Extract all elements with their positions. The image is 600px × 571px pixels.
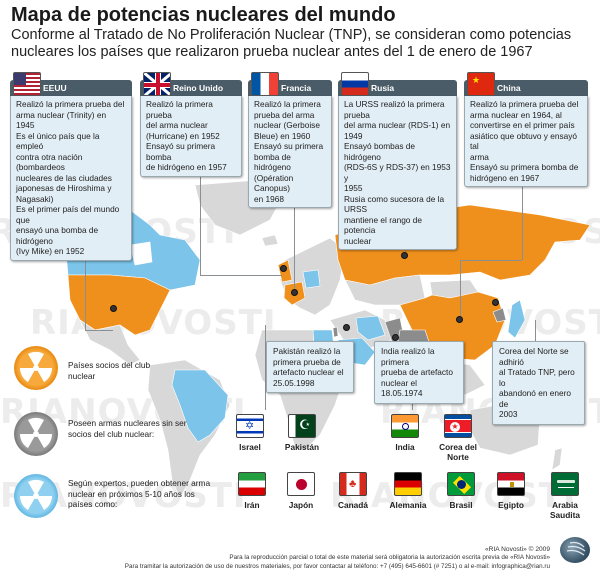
israel-marker	[343, 324, 350, 331]
legend-potential: Según expertos, pueden obtener arma nucle…	[68, 478, 211, 509]
israel	[332, 326, 339, 338]
leader-line-nk	[535, 320, 536, 342]
brazil-flag-icon	[447, 472, 475, 496]
saudi-arabia-flag-icon	[551, 472, 579, 496]
card-uk-body: Realizó la primera prueba del arma nuclea…	[140, 96, 242, 177]
radiation-gray-icon	[14, 412, 58, 456]
leader-line-usa-h	[85, 330, 113, 331]
germany	[302, 269, 321, 289]
footer: «RIA Novosti» © 2009 Para la reproducció…	[125, 546, 550, 571]
germany-flag-icon	[394, 472, 422, 496]
flag-canada: ♣ Canadá	[333, 472, 373, 510]
page-subtitle: Conforme al Tratado de No Proliferación …	[11, 27, 572, 60]
flag-north-korea: ★ Corea del Norte	[438, 414, 478, 462]
radiation-orange-icon	[14, 346, 58, 390]
note-north-korea: Corea del Norte se adhirió al Tratado TNP…	[492, 341, 585, 425]
leader-line-pakistan	[265, 325, 266, 410]
world-map	[19, 180, 591, 499]
leader-line-china-v	[460, 260, 461, 320]
radiation-blue-icon	[14, 474, 58, 518]
usa-flag-icon	[13, 72, 41, 96]
card-china: ★ China Realizó la primera prueba del arm…	[464, 72, 588, 187]
card-france: Francia Realizó la primera prueba del arm…	[248, 72, 332, 208]
leader-line-usa	[85, 222, 86, 330]
ria-novosti-logo-icon	[560, 537, 590, 563]
footer-line-2: Para tramitar la autorización de uso de …	[124, 562, 550, 570]
north-korea-marker	[492, 299, 499, 306]
leader-line-uk-h	[200, 275, 282, 276]
flag-saudi-arabia: Arabia Saudita	[545, 472, 585, 520]
pakistan-marker	[392, 334, 399, 341]
card-china-body: Realizó la primera prueba del arma nuclea…	[464, 96, 588, 187]
uk-marker	[280, 265, 287, 272]
north-korea	[492, 307, 507, 323]
card-france-body: Realizó la primera prueba del arma nuclear…	[248, 96, 332, 208]
flag-iran: Irán	[232, 472, 272, 510]
japan	[507, 299, 526, 339]
usa-marker	[110, 305, 117, 312]
copyright: «RIA Novosti» © 2009	[485, 546, 550, 553]
card-usa: EEUU Realizó la primera prueba del arma n…	[10, 72, 132, 261]
legend-non-club-nuclear: Poseen armas nucleares sin ser socios del…	[68, 418, 187, 439]
france-flag-icon	[251, 72, 279, 96]
iran-flag-icon	[238, 472, 266, 496]
north-korea-flag-icon: ★	[444, 414, 472, 438]
card-uk: Reino Unido Realizó la primera prueba del…	[140, 72, 242, 177]
flag-pakistan: ☪ Pakistán	[282, 414, 322, 452]
japan-flag-icon	[287, 472, 315, 496]
france-marker	[291, 289, 298, 296]
iran	[355, 315, 386, 341]
flag-egypt: Egipto	[491, 472, 531, 510]
china-marker	[456, 316, 463, 323]
russia-marker	[401, 252, 408, 259]
page-title: Mapa de potencias nucleares del mundo	[11, 4, 396, 26]
canada-flag-icon: ♣	[339, 472, 367, 496]
card-russia-body: La URSS realizó la primera prueba del arm…	[338, 96, 457, 250]
note-pakistan: Pakistán realizó la primera prueba de arte…	[266, 341, 354, 393]
card-usa-body: Realizó la primera prueba del arma nuclea…	[10, 96, 132, 261]
note-india: India realizó la primera prueba de artefa…	[374, 341, 464, 404]
leader-line-uk	[200, 165, 201, 275]
brazil	[171, 369, 229, 443]
card-china-title: China	[464, 80, 588, 96]
russia-flag-icon	[341, 72, 369, 96]
footer-line-1: Para la reproducción parcial o total de …	[229, 554, 550, 562]
china-flag-icon: ★	[467, 72, 495, 96]
india-flag-icon	[391, 414, 419, 438]
flag-brazil: Brasil	[441, 472, 481, 510]
israel-flag-icon: ✡	[236, 414, 264, 438]
usa	[67, 274, 171, 336]
flag-israel: ✡ Israel	[230, 414, 270, 452]
legend-club-members: Países socios del club nuclear	[68, 360, 151, 381]
leader-line-china	[522, 180, 523, 260]
uk-flag-icon	[143, 72, 171, 96]
leader-line-china-h	[460, 260, 522, 261]
card-russia: Rusia La URSS realizó la primera prueba d…	[338, 72, 457, 250]
flag-japan: Japón	[281, 472, 321, 510]
flag-germany: Alemania	[388, 472, 428, 510]
leader-line-france	[294, 206, 295, 292]
egypt-flag-icon	[497, 472, 525, 496]
flag-india: India	[385, 414, 425, 452]
pakistan-flag-icon: ☪	[288, 414, 316, 438]
